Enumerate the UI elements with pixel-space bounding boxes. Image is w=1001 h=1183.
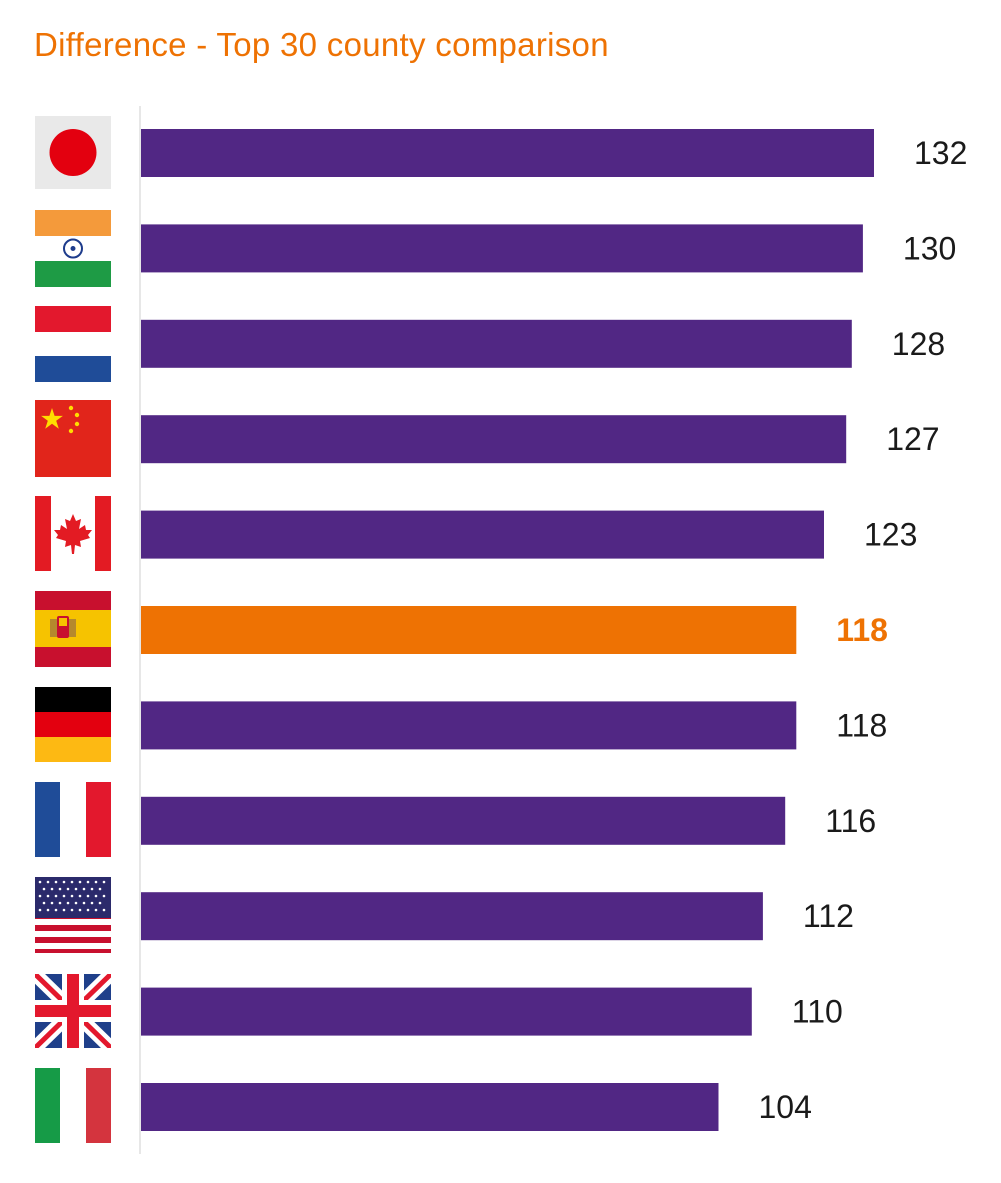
china-flag-icon (35, 400, 111, 477)
value-label-germany: 118 (836, 707, 887, 743)
bar-india (141, 224, 863, 273)
bar-china (141, 415, 847, 464)
bar-germany (141, 701, 797, 750)
india-flag-icon (35, 210, 111, 287)
bar-uk (141, 987, 752, 1036)
value-label-uk: 110 (792, 994, 843, 1030)
value-label-japan: 132 (914, 135, 967, 171)
value-label-china: 127 (886, 421, 939, 457)
netherlands-flag-icon (35, 306, 111, 382)
bar-japan (141, 129, 874, 177)
value-label-spain: 118 (836, 612, 888, 648)
uk-flag-icon (35, 974, 111, 1048)
italy-flag-icon (35, 1068, 111, 1143)
france-flag-icon (35, 782, 111, 857)
value-label-france: 116 (825, 803, 876, 839)
chart-title: Difference - Top 30 county comparison (34, 26, 609, 63)
bar-france (141, 796, 786, 845)
spain-flag-icon (35, 591, 111, 667)
value-label-india: 130 (903, 230, 956, 266)
bar-spain (141, 606, 797, 654)
bar-italy (141, 1083, 719, 1131)
value-label-canada: 123 (864, 517, 917, 553)
value-label-netherlands: 128 (892, 326, 945, 362)
value-label-usa: 112 (803, 898, 854, 934)
bar-canada (141, 510, 824, 559)
bar-netherlands (141, 319, 852, 368)
canada-flag-icon (35, 496, 111, 571)
usa-flag-icon (35, 877, 111, 953)
japan-flag-icon (35, 116, 111, 189)
bar-usa (141, 892, 763, 941)
germany-flag-icon (35, 687, 111, 762)
value-label-italy: 104 (759, 1089, 812, 1125)
